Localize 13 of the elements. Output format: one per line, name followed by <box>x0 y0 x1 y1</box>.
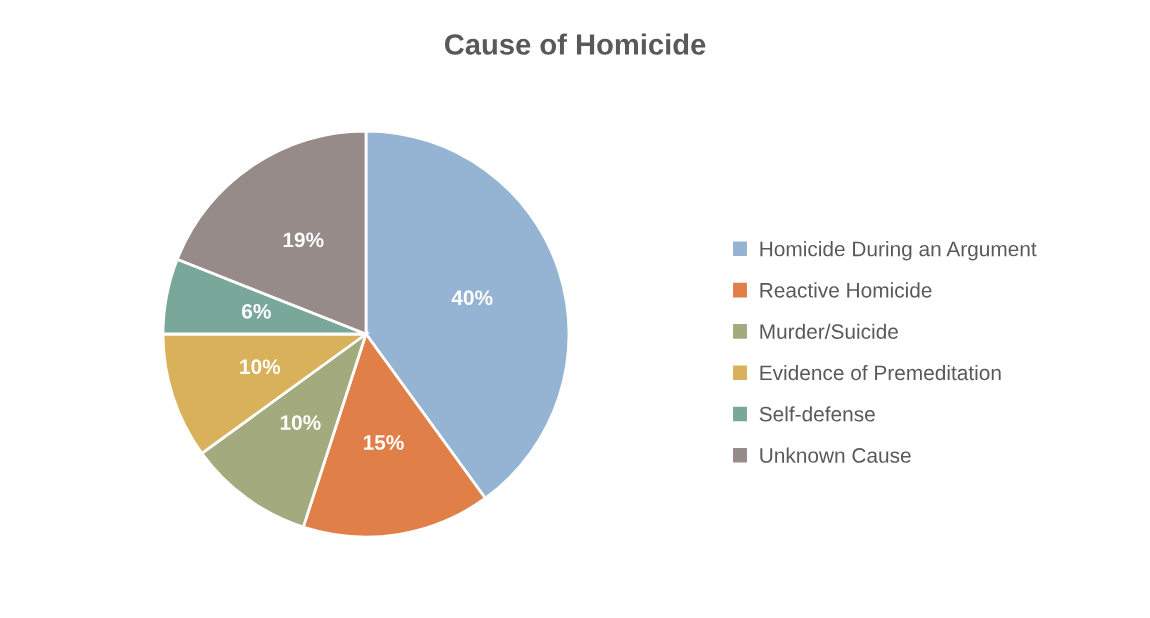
data-label: 6% <box>242 303 271 319</box>
data-label: 10% <box>240 359 281 375</box>
chart-title: Cause of Homicide <box>444 33 706 55</box>
data-label: 19% <box>283 232 324 248</box>
legend-label: Evidence of Premeditation <box>760 364 1001 381</box>
data-label: 10% <box>280 415 321 430</box>
legend-label: Murder/Suicide <box>760 323 898 339</box>
legend-label: Self-defense <box>759 406 875 422</box>
legend-label: Homicide During an Argument <box>760 241 1037 261</box>
legend-label: Reactive Homicide <box>760 282 932 298</box>
data-label: 40% <box>451 290 493 306</box>
legend-label: Unknown Cause <box>760 447 911 463</box>
data-label: 15% <box>363 435 404 450</box>
